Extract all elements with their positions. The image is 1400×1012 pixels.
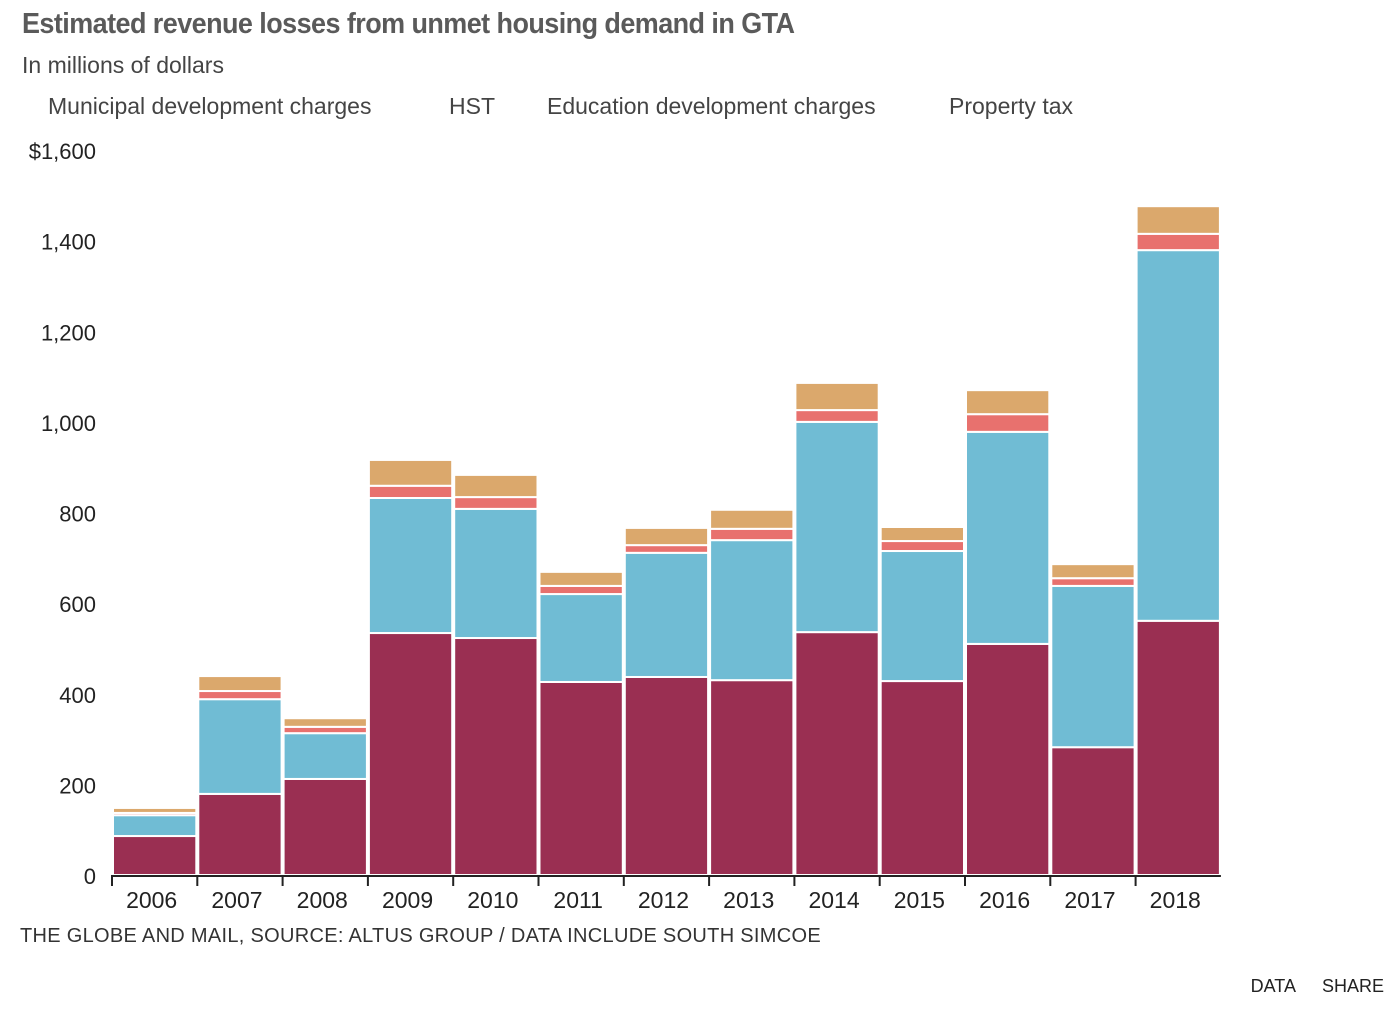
bar-segment-2017-property-tax [1050,563,1136,580]
bar-segment-2007-property-tax [197,675,283,693]
bar-segment-2013-property-tax [709,508,795,530]
bar-segment-2016-municipal-development-charges [965,642,1051,876]
y-tick-label: 1,000 [41,411,96,436]
y-tick-label: 200 [59,773,96,798]
bar-segment-2010-hst [453,507,539,640]
bar-segment-2011-property-tax [538,570,624,587]
y-axis: 0 200 400 600 800 1,000 1,200 1,400 $1,600 [29,139,96,889]
bar-segment-2009-education-development-charges [367,484,454,499]
source-note: THE GLOBE AND MAIL, SOURCE: ALTUS GROUP … [20,925,821,947]
bar-segment-2011-municipal-development-charges [538,680,624,876]
bar-segment-2012-hst [623,551,710,678]
bar-segment-2009-municipal-development-charges [367,632,454,876]
bar-segment-2018-hst [1135,249,1221,622]
bars [112,205,1221,876]
bar-segment-2011-hst [538,593,624,683]
chart-title: Estimated revenue losses from unmet hous… [22,8,795,40]
bar-segment-2015-hst [879,550,966,683]
x-tick-label: 2006 [126,887,177,913]
bar-segment-2008-hst [282,732,368,780]
y-tick-label: 400 [59,683,96,708]
bar-segment-2016-hst [965,430,1051,645]
y-tick-label: $1,600 [29,139,96,164]
y-tick-label: 0 [84,864,96,889]
x-tick-label: 2018 [1150,887,1201,913]
x-tick-label: 2014 [808,887,859,913]
bar-segment-2018-municipal-development-charges [1135,619,1221,876]
bar-segment-2013-hst [709,539,795,682]
bar-segment-2015-education-development-charges [879,540,966,553]
bar-segment-2012-property-tax [623,526,710,547]
bar-segment-2010-property-tax [453,473,539,499]
y-tick-label: 1,200 [41,320,96,345]
bar-segment-2017-hst [1050,584,1136,749]
x-tick-label: 2008 [297,887,348,913]
bar-segment-2015-municipal-development-charges [879,680,966,876]
x-axis: 2006 2007 2008 2009 2010 2011 2012 2013 2014 2015… [111,875,1221,913]
data-link[interactable]: DATA [1250,976,1295,996]
bar-segment-2011-education-development-charges [538,584,624,596]
x-tick-label: 2007 [211,887,262,913]
legend-item-municipal: Municipal development charges [48,93,372,119]
bar-segment-2014-property-tax [794,381,880,412]
bar-segment-2008-property-tax [282,717,368,728]
bar-segment-2014-municipal-development-charges [794,631,880,876]
bar-segment-2010-education-development-charges [453,496,539,510]
bar-segment-2014-education-development-charges [794,409,880,423]
bar-segment-2016-property-tax [965,389,1051,416]
bar-segment-2009-hst [367,497,454,635]
bar-segment-2006-municipal-development-charges [112,835,198,876]
bar-segment-2018-property-tax [1135,205,1221,235]
bar-segment-2016-education-development-charges [965,413,1051,433]
legend-item-hst: HST [449,93,495,119]
bar-segment-2014-hst [794,420,880,634]
x-tick-label: 2010 [467,887,518,913]
bar-segment-2007-hst [197,698,283,795]
y-tick-label: 600 [59,592,96,617]
bar-segment-2015-property-tax [879,526,966,543]
x-tick-label: 2013 [723,887,774,913]
bar-segment-2017-municipal-development-charges [1050,746,1136,876]
y-tick-label: 1,400 [41,230,96,255]
bar-segment-2017-education-development-charges [1050,577,1136,587]
bar-segment-2006-hst [112,814,198,838]
x-tick-label: 2012 [638,887,689,913]
legend-item-education: Education development charges [547,93,876,119]
bar-segment-2012-municipal-development-charges [623,675,710,876]
chart-subtitle: In millions of dollars [22,52,224,78]
x-tick-label: 2015 [894,887,945,913]
bar-segment-2007-municipal-development-charges [197,792,283,876]
bar-segment-2013-municipal-development-charges [709,679,795,876]
bar-segment-2009-property-tax [367,458,454,487]
footer-links: DATA SHARE [1229,976,1384,997]
x-tick-label: 2011 [553,887,602,913]
share-link[interactable]: SHARE [1321,976,1384,996]
bar-segment-2008-municipal-development-charges [282,777,368,876]
x-tick-label: 2016 [979,887,1030,913]
bar-segment-2018-education-development-charges [1135,232,1221,252]
bar-segment-2013-education-development-charges [709,527,795,542]
legend-item-property-tax: Property tax [949,93,1073,119]
x-tick-label: 2009 [382,887,433,913]
bar-segment-2006-property-tax [112,806,198,814]
x-tick-label: 2017 [1064,887,1115,913]
bar-segment-2007-education-development-charges [197,690,283,701]
y-tick-label: 800 [59,502,96,527]
bar-segment-2010-municipal-development-charges [453,637,539,876]
bar-segment-2012-education-development-charges [623,544,710,554]
